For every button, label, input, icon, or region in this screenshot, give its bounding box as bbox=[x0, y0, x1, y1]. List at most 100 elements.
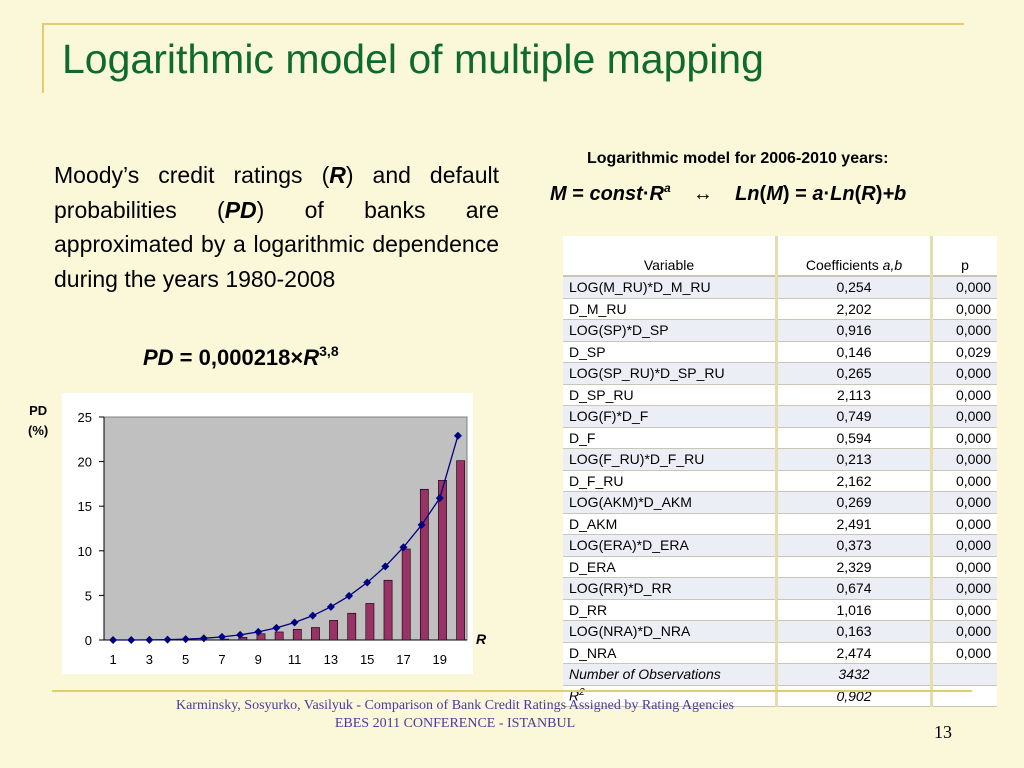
eq-r: R bbox=[649, 183, 664, 205]
cell-coefficient: 0,213 bbox=[776, 448, 933, 471]
cell-p: 0,029 bbox=[931, 341, 997, 363]
model-point bbox=[109, 636, 118, 644]
intro-paragraph: Moody’s credit ratings (R) and default p… bbox=[54, 162, 499, 292]
cell-coefficient: 2,162 bbox=[776, 470, 933, 492]
table-row: D_SP 0,146 0,029 bbox=[563, 341, 997, 363]
x-tick-label: 15 bbox=[360, 652, 374, 667]
intro-text: Moody’s credit ratings (R) and default p… bbox=[54, 158, 499, 296]
pd-bar bbox=[292, 628, 302, 641]
pd-bar bbox=[220, 638, 230, 641]
y-tick-label: 5 bbox=[85, 588, 92, 603]
coefficients-table: Variable Coefficients a,b p LOG(M_RU)*D_… bbox=[563, 236, 997, 707]
eq-m2: M bbox=[766, 183, 783, 205]
cell-variable: D_NRA bbox=[563, 642, 778, 664]
pd-bar bbox=[329, 620, 338, 641]
pd-bar bbox=[311, 627, 320, 641]
cell-coefficient: 2,474 bbox=[776, 642, 933, 664]
model-point bbox=[417, 520, 426, 529]
cell-coefficient: 0,674 bbox=[776, 577, 933, 600]
model-point bbox=[127, 635, 136, 644]
cell-p: 0,000 bbox=[931, 427, 997, 449]
slide-title: Logarithmic model of multiple mapping bbox=[62, 36, 764, 82]
table-header-row: Variable Coefficients a,b p bbox=[563, 236, 997, 277]
eq-a: a bbox=[812, 183, 824, 205]
model-point bbox=[163, 635, 172, 644]
cell-p: 0,000 bbox=[931, 448, 997, 471]
eq-a-sup: a bbox=[663, 181, 671, 195]
table-row: LOG(F_RU)*D_F_RU 0,213 0,000 bbox=[563, 448, 997, 471]
y-axis-title-line1: PD bbox=[29, 403, 48, 418]
r2-letter: R bbox=[569, 688, 580, 705]
table-body: LOG(M_RU)*D_M_RU 0,254 0,000 D_M_RU 2,202 0,0… bbox=[563, 276, 997, 707]
model-point bbox=[326, 602, 335, 611]
plot-area bbox=[103, 416, 468, 641]
frame-top-line bbox=[42, 23, 964, 25]
table-row: D_M_RU 2,202 0,000 bbox=[563, 298, 997, 320]
model-heading: Logarithmic model for 2006-2010 years: bbox=[587, 150, 889, 167]
cell-coefficient: 0,916 bbox=[776, 319, 933, 342]
header-variable: Variable bbox=[563, 236, 778, 277]
cell-variable: LOG(NRA)*D_NRA bbox=[563, 620, 778, 643]
eq-dot1: · bbox=[642, 183, 650, 205]
pd-bar bbox=[347, 612, 357, 641]
y-tick-label: 15 bbox=[78, 499, 92, 514]
pd-bar bbox=[365, 603, 375, 641]
cell-variable: D_AKM bbox=[563, 513, 778, 535]
table-row: D_ERA 2,329 0,000 bbox=[563, 556, 997, 578]
table-row: LOG(AKM)*D_AKM 0,269 0,000 bbox=[563, 491, 997, 514]
model-point bbox=[236, 630, 245, 639]
header-coefficients-ab: a,b bbox=[882, 257, 903, 273]
model-point bbox=[308, 611, 317, 620]
pd-formula-var: R bbox=[303, 345, 320, 370]
x-tick-label: 11 bbox=[288, 652, 302, 667]
model-point bbox=[381, 562, 390, 571]
model-point bbox=[254, 627, 263, 636]
intro-symbol: R bbox=[329, 162, 346, 188]
table-row: D_NRA 2,474 0,000 bbox=[563, 642, 997, 664]
pd-bar bbox=[256, 633, 266, 641]
cell-coefficient: 2,113 bbox=[776, 384, 933, 406]
eq-m: M bbox=[550, 183, 567, 205]
x-tick-label: 3 bbox=[146, 652, 153, 667]
cell-p: 0,000 bbox=[931, 276, 997, 299]
table-row: LOG(RR)*D_RR 0,674 0,000 bbox=[563, 577, 997, 600]
table-row: LOG(M_RU)*D_M_RU 0,254 0,000 bbox=[563, 276, 997, 299]
model-point bbox=[145, 635, 154, 644]
table-row: D_SP_RU 2,113 0,000 bbox=[563, 384, 997, 406]
footer-line1: Karminsky, Sosyurko, Vasilyuk - Comparis… bbox=[175, 698, 735, 713]
footer-line2: EBES 2011 CONFERENCE - ISTANBUL bbox=[334, 716, 576, 731]
eq-paren-open1: ( bbox=[759, 183, 767, 205]
y-tick-label: 20 bbox=[78, 455, 92, 470]
footer-line bbox=[52, 690, 972, 692]
x-tick-label: 13 bbox=[324, 652, 338, 667]
table-row: D_F 0,594 0,000 bbox=[563, 427, 997, 449]
cell-p: 0,000 bbox=[931, 599, 997, 621]
cell-coefficient: 2,491 bbox=[776, 513, 933, 535]
cell-r2-p bbox=[931, 685, 997, 707]
x-axis-title: R bbox=[476, 631, 487, 647]
y-axis-title-line2: (%) bbox=[28, 423, 49, 438]
model-point bbox=[181, 635, 190, 644]
eq-plus-b: +b bbox=[882, 183, 907, 205]
cell-obs-p bbox=[931, 663, 997, 686]
cell-variable: LOG(F_RU)*D_F_RU bbox=[563, 448, 778, 471]
header-coefficients: Coefficients a,b bbox=[776, 236, 933, 277]
intro-symbol: PD bbox=[224, 196, 257, 223]
y-tick-label: 0 bbox=[85, 633, 92, 648]
table-row: D_F_RU 2,162 0,000 bbox=[563, 470, 997, 492]
cell-coefficient: 1,016 bbox=[776, 599, 933, 621]
pd-chart: 0 5 10 15 20 25 1 3 5 7 9 11 13 15 17 19 bbox=[62, 393, 473, 674]
model-point bbox=[290, 618, 299, 627]
eq-arrow: ↔ bbox=[692, 183, 713, 205]
model-point bbox=[399, 543, 408, 552]
model-point bbox=[217, 632, 226, 641]
pd-formula-mid: = 0,000218× bbox=[173, 345, 304, 370]
cell-obs-label: Number of Observations bbox=[563, 663, 778, 686]
cell-coefficient: 0,146 bbox=[776, 341, 933, 363]
table-row: LOG(SP_RU)*D_SP_RU 0,265 0,000 bbox=[563, 362, 997, 385]
eq-const: const bbox=[589, 183, 643, 205]
header-coefficients-label: Coefficients bbox=[805, 257, 883, 273]
eq-paren-open2: ( bbox=[854, 183, 862, 205]
model-point bbox=[272, 623, 281, 632]
cell-coefficient: 0,373 bbox=[776, 534, 933, 557]
